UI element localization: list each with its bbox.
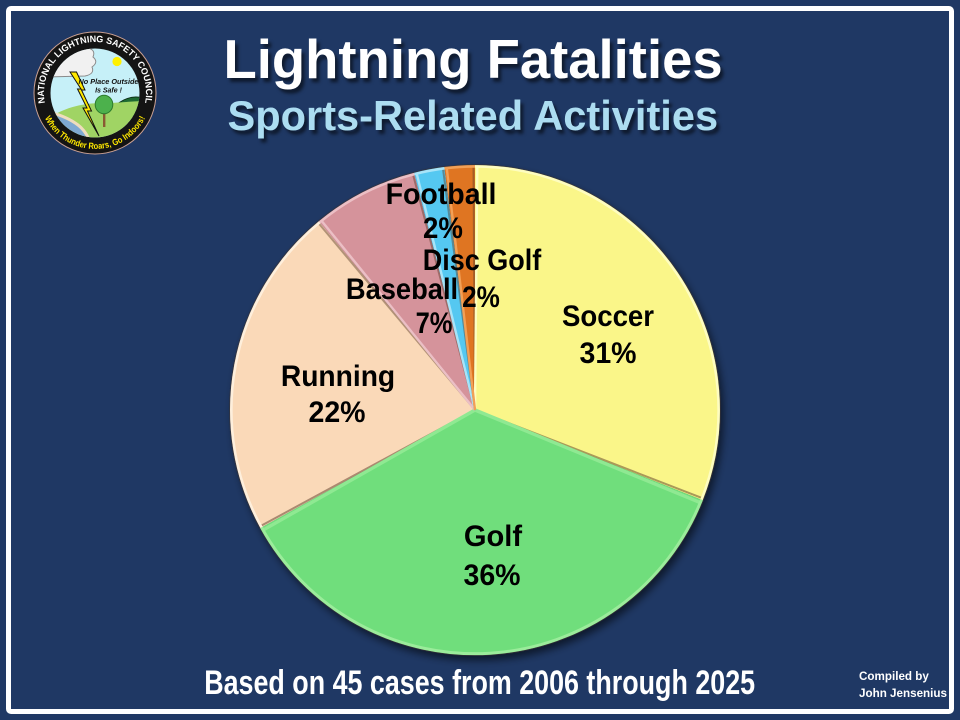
svg-text:No Place Outside: No Place Outside (79, 79, 139, 86)
svg-text:Is Safe !: Is Safe ! (95, 88, 123, 95)
